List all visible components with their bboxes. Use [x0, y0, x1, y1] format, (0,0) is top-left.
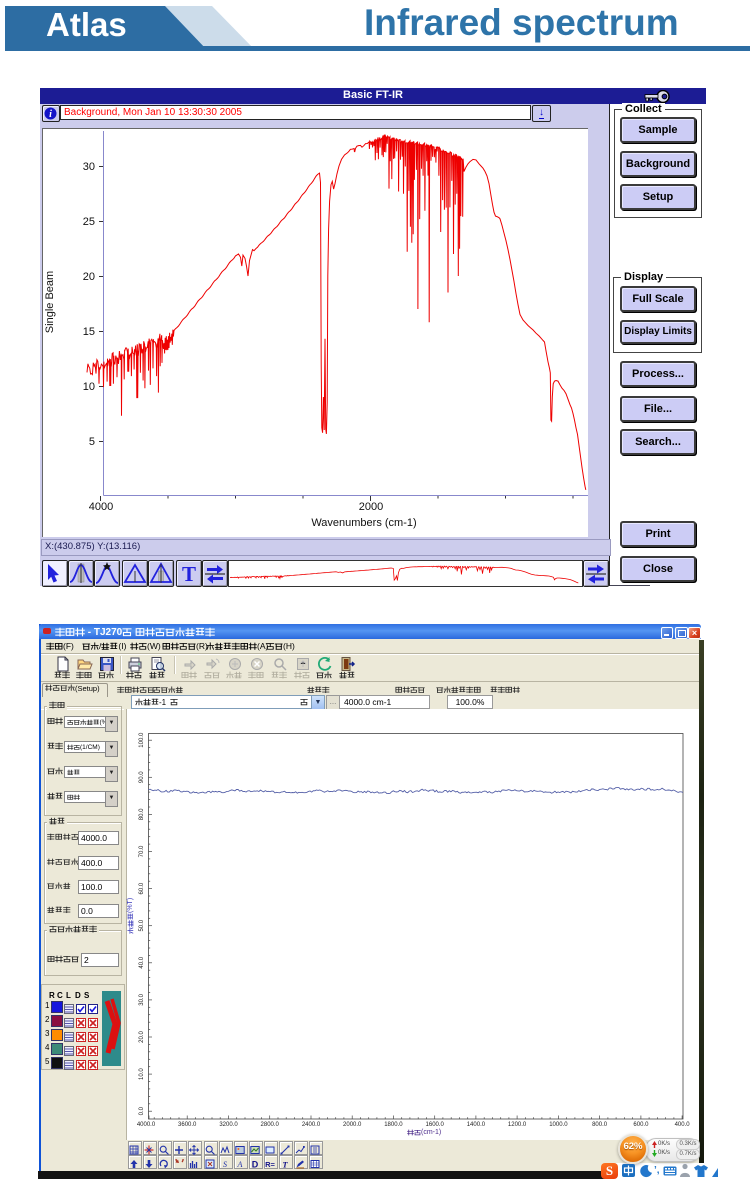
- svg-text:A: A: [236, 1160, 242, 1169]
- svg-text:50.0: 50.0: [139, 919, 145, 931]
- svg-text:10.0: 10.0: [139, 1068, 145, 1080]
- svg-text:10: 10: [83, 381, 95, 393]
- svg-text:25: 25: [83, 216, 95, 228]
- svg-text:4000.0: 4000.0: [137, 1122, 156, 1128]
- svg-text:20: 20: [83, 271, 95, 283]
- svg-text:5: 5: [89, 436, 95, 448]
- svg-text:600.0: 600.0: [633, 1122, 649, 1128]
- svg-text:2400.0: 2400.0: [302, 1122, 321, 1128]
- svg-text:1400.0: 1400.0: [467, 1122, 486, 1128]
- svg-text:i: i: [49, 109, 52, 120]
- svg-text:S: S: [223, 1160, 227, 1169]
- svg-text:15: 15: [83, 326, 95, 338]
- svg-text:100.0: 100.0: [139, 732, 145, 748]
- svg-text:400.0: 400.0: [675, 1122, 691, 1128]
- svg-text:2000: 2000: [359, 501, 383, 513]
- svg-text:40.0: 40.0: [139, 956, 145, 968]
- svg-text:800.0: 800.0: [592, 1122, 608, 1128]
- svg-text:0.0: 0.0: [139, 1106, 145, 1115]
- svg-text:2800.0: 2800.0: [261, 1122, 280, 1128]
- svg-text:T: T: [282, 1160, 288, 1170]
- svg-text:90.0: 90.0: [139, 771, 145, 783]
- svg-text:70.0: 70.0: [139, 845, 145, 857]
- svg-text:Single Beam: Single Beam: [44, 271, 56, 333]
- svg-text:60.0: 60.0: [139, 882, 145, 894]
- svg-text:1600.0: 1600.0: [426, 1122, 445, 1128]
- svg-text:30: 30: [83, 161, 95, 173]
- svg-text:3600.0: 3600.0: [178, 1122, 197, 1128]
- svg-text:80.0: 80.0: [139, 808, 145, 820]
- svg-text:30.0: 30.0: [139, 993, 145, 1005]
- svg-text:2000.0: 2000.0: [343, 1122, 362, 1128]
- svg-text:Wavenumbers (cm-1): Wavenumbers (cm-1): [311, 517, 416, 529]
- svg-text:3200.0: 3200.0: [219, 1122, 238, 1128]
- svg-text:1800.0: 1800.0: [384, 1122, 403, 1128]
- svg-text:1200.0: 1200.0: [508, 1122, 527, 1128]
- svg-text:R=: R=: [265, 1160, 275, 1169]
- svg-text:4000: 4000: [89, 501, 113, 513]
- svg-text:D: D: [252, 1160, 259, 1170]
- svg-text:T: T: [182, 562, 196, 586]
- svg-text:1000.0: 1000.0: [549, 1122, 568, 1128]
- svg-text:20.0: 20.0: [139, 1031, 145, 1043]
